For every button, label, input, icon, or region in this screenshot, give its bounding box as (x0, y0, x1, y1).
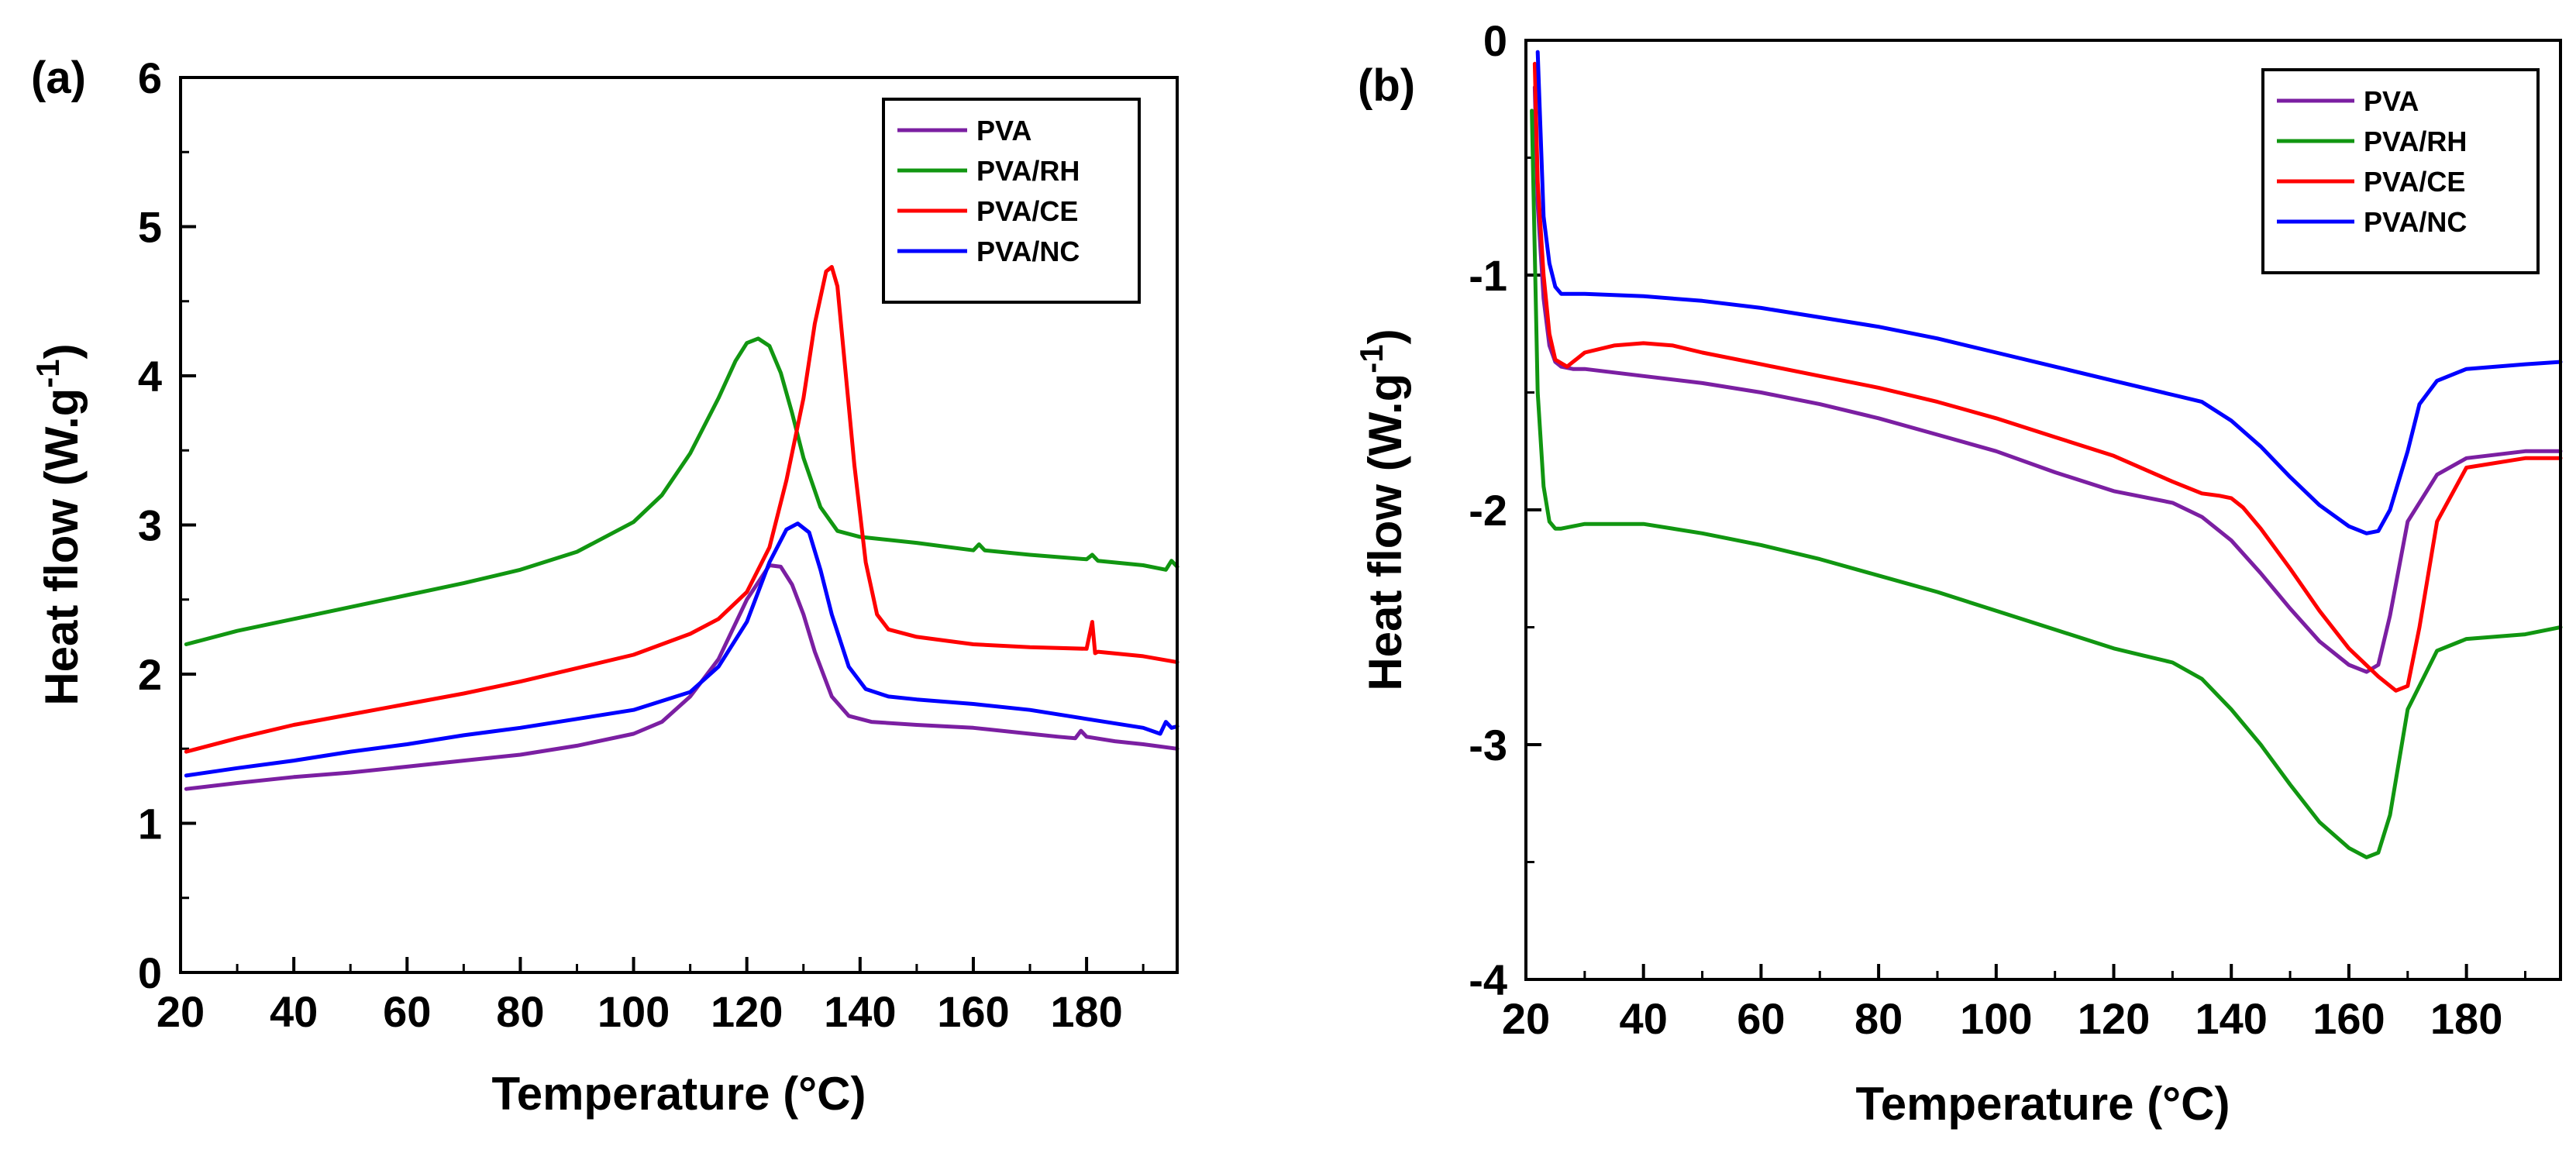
panel-a-y-tick-label: 0 (138, 948, 162, 997)
panel-b-label: (b) (1358, 60, 1415, 111)
panel-a-series-pva (184, 563, 1180, 791)
panel-b-series-pva (1532, 85, 2563, 674)
panel-a-x-tick-label: 120 (711, 987, 783, 1036)
panel-b-x-tick-label: 120 (2078, 994, 2150, 1043)
panel-a-y-tick-label: 3 (138, 501, 162, 550)
panel-b-series-pva-nc (1535, 50, 2563, 535)
panel-b-x-tick-label: 100 (1960, 994, 2032, 1043)
panel-b-legend-label-pva-ce: PVA/CE (2364, 166, 2465, 198)
panel-b-x-tick-label: 180 (2430, 994, 2502, 1043)
panel-a-x-tick-label: 20 (157, 987, 205, 1036)
panel-a-x-axis-title: Temperature (°C) (492, 1068, 866, 1120)
panel-b-chart: (b) 20 40 60 80 100 120 140 160 180 -4 -3 -2 -1 0 Tem… (1353, 16, 2563, 1130)
panel-a-series-pva-rh (184, 336, 1180, 646)
panel-a-label: (a) (31, 53, 86, 103)
panel-b-legend-label-pva-rh: PVA/RH (2364, 126, 2467, 157)
panel-b-series (1530, 50, 2563, 859)
panel-b-legend-label-pva: PVA (2364, 85, 2419, 117)
panel-a-x-tick-label: 80 (496, 987, 544, 1036)
panel-a-series (184, 265, 1180, 791)
panel-b-y-tick-label: -3 (1469, 721, 1507, 769)
panel-a-x-tick-label: 100 (598, 987, 670, 1036)
panel-a-legend-box (882, 98, 1141, 304)
panel-a-y-tick-label: 4 (138, 352, 162, 401)
panel-a-plot-frame (179, 76, 1179, 974)
panel-a-y-tick-label: 1 (138, 800, 162, 848)
panel-a-x-tick-label: 160 (937, 987, 1009, 1036)
panel-b-legend-box (2261, 68, 2540, 274)
panel-a-legend-label-pva: PVA (976, 115, 1031, 146)
panel-a-tick-labels: 20 40 60 80 100 120 140 160 180 0 1 2 3 4 5 6 (138, 53, 1123, 1036)
panel-b-y-axis-title: Heat flow (W.g-1) (1353, 329, 1411, 690)
panel-a-legend: PVA PVA/RH PVA/CE PVA/NC (882, 98, 1141, 304)
panel-b-y-tick-label: -4 (1469, 955, 1507, 1004)
panel-b-plot-frame (1524, 39, 2562, 981)
panel-a-x-tick-label: 140 (824, 987, 896, 1036)
panel-b-x-axis-title: Temperature (°C) (1856, 1078, 2230, 1130)
panel-a-series-pva-nc (184, 521, 1180, 778)
panel-b-y-tick-label: -2 (1469, 486, 1507, 535)
panel-b-y-tick-label: 0 (1483, 16, 1507, 65)
panel-a-y-tick-label: 5 (138, 203, 162, 252)
panel-a-x-tick-label: 60 (383, 987, 431, 1036)
panel-a-chart: (a) 20 40 60 80 100 120 140 160 180 0 1 2 3 4 5 6 Tempe… (29, 53, 1180, 1120)
panel-b-x-tick-label: 60 (1737, 994, 1785, 1043)
panel-a-x-tick-label: 40 (270, 987, 318, 1036)
panel-b-x-tick-label: 140 (2195, 994, 2268, 1043)
panel-b-x-tick-label: 20 (1502, 994, 1550, 1043)
panel-a-legend-label-pva-nc: PVA/NC (976, 236, 1080, 267)
panel-b-x-tick-label: 40 (1620, 994, 1668, 1043)
panel-b-y-tick-label: -1 (1469, 251, 1507, 300)
panel-a-y-tick-label: 6 (138, 53, 162, 102)
panel-b-legend-label-pva-nc: PVA/NC (2364, 206, 2467, 238)
panel-a-y-axis-title: Heat flow (W.g-1) (29, 343, 88, 705)
panel-b-series-pva-ce (1532, 61, 2563, 693)
panel-a-series-pva-ce (184, 265, 1180, 754)
panel-b-x-tick-label: 80 (1855, 994, 1903, 1043)
panel-b-x-tick-label: 160 (2313, 994, 2385, 1043)
panel-a-legend-label-pva-ce: PVA/CE (976, 195, 1078, 227)
panel-b-tick-labels: 20 40 60 80 100 120 140 160 180 -4 -3 -2 -1 0 (1469, 16, 2502, 1043)
panel-b-series-pva-rh (1530, 108, 2563, 859)
panel-a-x-tick-label: 180 (1050, 987, 1122, 1036)
panel-b-legend: PVA PVA/RH PVA/CE PVA/NC (2261, 68, 2540, 274)
panel-a-y-tick-label: 2 (138, 650, 162, 699)
panel-a-legend-label-pva-rh: PVA/RH (976, 155, 1080, 187)
